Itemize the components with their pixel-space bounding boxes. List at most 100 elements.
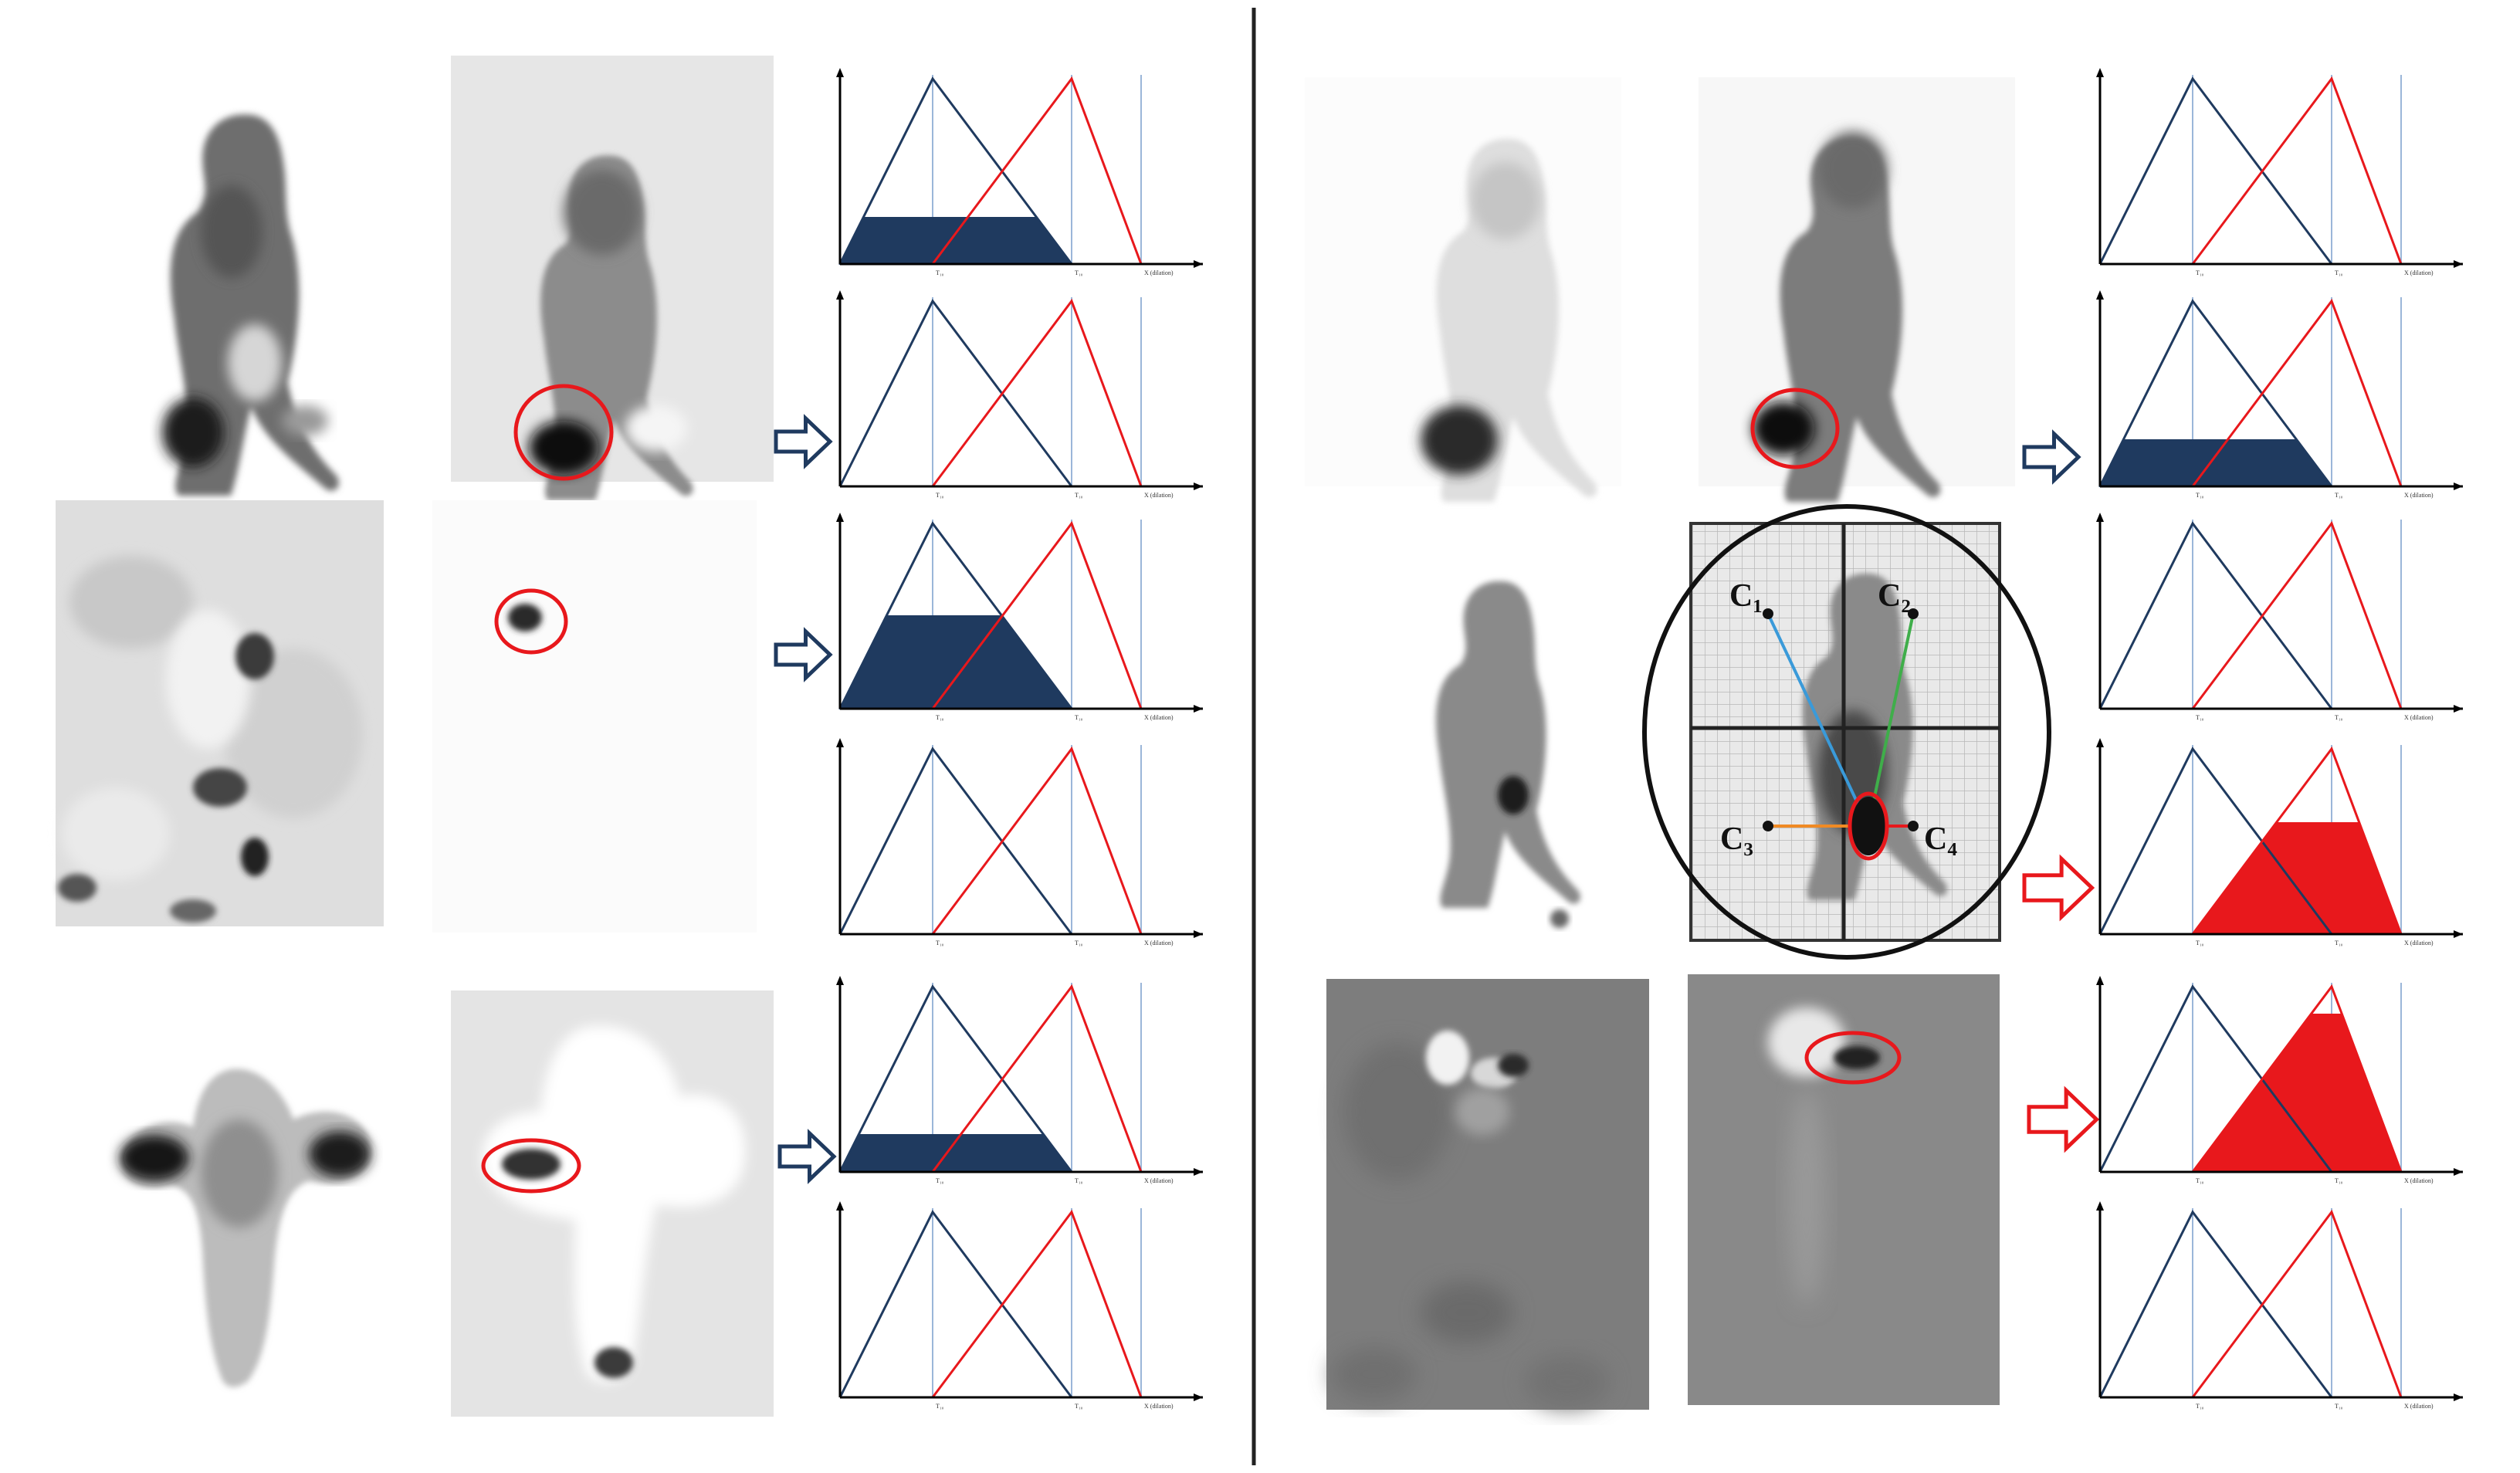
- highlight-ellipse: [1848, 791, 1889, 861]
- x-axis-arrowhead: [1194, 930, 1203, 938]
- flow-arrow-2: [774, 627, 833, 682]
- tick-label: X (dilation): [1144, 1403, 1174, 1410]
- tick-label: X (dilation): [1144, 714, 1174, 721]
- tick-label: T₁₀: [2196, 1403, 2204, 1410]
- membership-plot-l6: T₁₀ T₁₀ X (dilation): [836, 1201, 1203, 1410]
- tick-label: T₁₀: [1075, 1403, 1083, 1410]
- tick-label: X (dilation): [2404, 269, 2434, 276]
- depth-map-person-1: [162, 114, 339, 496]
- tick-label: X (dilation): [1144, 1177, 1174, 1184]
- tick-label: T₁₀: [2196, 1177, 2204, 1184]
- low-membership-triangle: [2098, 747, 2333, 935]
- highlight-ellipse: [1750, 388, 1840, 469]
- tick-label: T₁₀: [1075, 940, 1083, 946]
- low-membership-triangle: [2098, 299, 2333, 487]
- tick-label: X (dilation): [2404, 714, 2434, 721]
- tick-label: T₁₀: [936, 1403, 944, 1410]
- tick-label: X (dilation): [1144, 269, 1174, 276]
- x-axis-arrowhead: [1194, 1168, 1203, 1176]
- difference-map-4: [1688, 974, 2000, 1405]
- membership-fill: [2191, 822, 2403, 935]
- high-membership-triangle: [931, 746, 1143, 935]
- highlight-ellipse: [513, 384, 614, 481]
- low-membership-triangle: [838, 76, 1073, 265]
- membership-fill: [2098, 439, 2333, 487]
- tick-label: T₁₀: [936, 714, 944, 721]
- x-axis-arrowhead: [2454, 260, 2463, 268]
- high-membership-triangle: [2191, 76, 2403, 265]
- x-axis-arrowhead: [2454, 705, 2463, 713]
- x-axis-arrowhead: [2454, 1393, 2463, 1401]
- tick-label: T₁₀: [2335, 1403, 2343, 1410]
- depth-map-top-view-1: [120, 1068, 371, 1387]
- membership-plot-r3: T₁₀ T₁₀ X (dilation): [2096, 513, 2463, 721]
- tick-label: T₁₀: [2335, 1177, 2343, 1184]
- depth-map-person-3: [1435, 581, 1580, 928]
- tick-label: T₁₀: [1075, 269, 1083, 276]
- flow-arrow-4: [2022, 429, 2081, 485]
- tick-label: T₁₀: [2196, 492, 2204, 499]
- quadrant-centroid-diagram: C₁ C₂ C₃ C₄: [1642, 504, 2051, 960]
- low-membership-triangle: [2098, 1210, 2333, 1398]
- high-membership-triangle: [931, 1209, 1143, 1398]
- y-axis-arrowhead: [2096, 976, 2104, 985]
- tick-label: T₁₀: [936, 1177, 944, 1184]
- highlight-ellipse: [1804, 1031, 1902, 1085]
- x-axis-arrowhead: [1194, 260, 1203, 268]
- low-membership-triangle: [838, 299, 1073, 487]
- low-membership-triangle: [2098, 521, 2333, 709]
- low-membership-triangle: [838, 984, 1073, 1173]
- y-axis-arrowhead: [836, 738, 844, 747]
- depth-map-person-2: [1305, 77, 1621, 502]
- y-axis-arrowhead: [2096, 68, 2104, 77]
- tick-label: X (dilation): [2404, 1403, 2434, 1410]
- tick-label: T₁₀: [2196, 714, 2204, 721]
- difference-map-1: [451, 56, 774, 500]
- flow-arrow-3: [777, 1129, 837, 1184]
- noise-map-2: [1326, 979, 1649, 1410]
- tick-label: X (dilation): [1144, 940, 1174, 946]
- enclosing-ellipse: [1642, 504, 2051, 960]
- tick-label: X (dilation): [2404, 1177, 2434, 1184]
- centroid-label-c3: C₃: [1720, 821, 1753, 857]
- y-axis-arrowhead: [836, 513, 844, 522]
- arrows-layer: [774, 414, 2100, 1184]
- membership-plot-l5: T₁₀ T₁₀ X (dilation): [836, 976, 1203, 1184]
- membership-plot-l1: T₁₀ T₁₀ X (dilation): [836, 68, 1203, 276]
- x-axis-arrowhead: [1194, 705, 1203, 713]
- y-axis-arrowhead: [836, 290, 844, 300]
- noise-map-1: [56, 500, 384, 926]
- x-axis-arrowhead: [1194, 483, 1203, 490]
- membership-plot-r4: T₁₀ T₁₀ X (dilation): [2096, 738, 2463, 946]
- tick-label: T₁₀: [2335, 492, 2343, 499]
- low-membership-triangle: [838, 747, 1073, 935]
- membership-fill: [838, 217, 1073, 265]
- tick-label: X (dilation): [2404, 940, 2434, 946]
- tick-label: T₁₀: [2196, 940, 2204, 946]
- centroid-label-c4: C₄: [1924, 821, 1957, 857]
- tick-label: T₁₀: [2335, 714, 2343, 721]
- tick-label: T₁₀: [1075, 714, 1083, 721]
- tick-label: T₁₀: [2335, 269, 2343, 276]
- x-axis-arrowhead: [2454, 1168, 2463, 1176]
- flow-arrow-1: [774, 414, 833, 469]
- membership-plot-l3: T₁₀ T₁₀ X (dilation): [836, 513, 1203, 721]
- high-membership-triangle: [931, 298, 1143, 487]
- low-membership-triangle: [838, 1210, 1073, 1398]
- x-axis-arrowhead: [2454, 483, 2463, 490]
- high-membership-triangle: [931, 76, 1143, 265]
- low-membership-triangle: [838, 521, 1073, 709]
- y-axis-arrowhead: [836, 1201, 844, 1211]
- flow-arrow-6: [2027, 1085, 2100, 1153]
- flow-arrow-5: [2022, 854, 2095, 922]
- tick-label: T₁₀: [936, 492, 944, 499]
- high-membership-triangle: [2191, 984, 2403, 1173]
- difference-map-2: [1699, 77, 2015, 502]
- tick-label: T₁₀: [936, 940, 944, 946]
- tick-label: T₁₀: [936, 269, 944, 276]
- high-membership-triangle: [931, 984, 1143, 1173]
- y-axis-arrowhead: [2096, 738, 2104, 747]
- membership-plot-l4: T₁₀ T₁₀ X (dilation): [836, 738, 1203, 946]
- membership-fill: [2191, 1014, 2403, 1173]
- y-axis-arrowhead: [836, 68, 844, 77]
